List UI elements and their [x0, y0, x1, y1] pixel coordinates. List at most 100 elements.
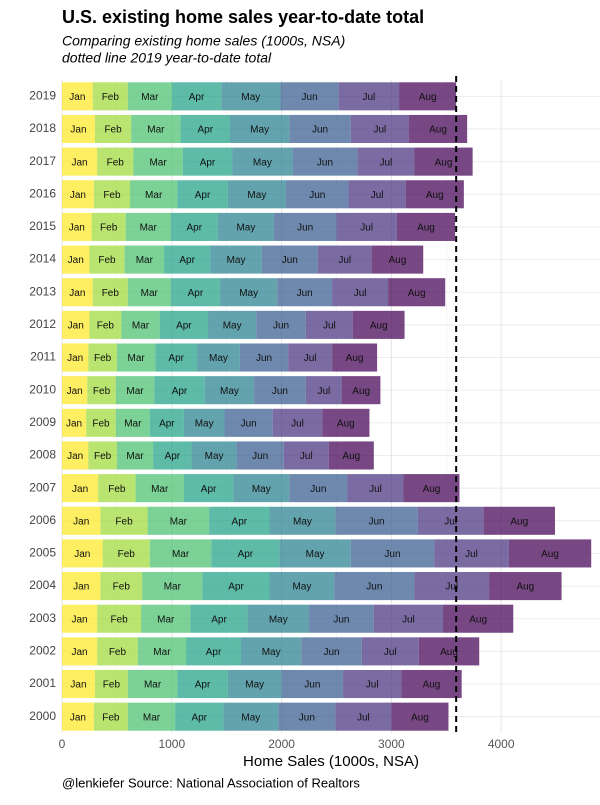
bar-segment: [127, 278, 171, 307]
bar-segment: [280, 82, 339, 111]
chart-title: U.S. existing home sales year-to-date to…: [62, 7, 424, 27]
segment-label: May: [227, 255, 246, 266]
segment-label: Mar: [143, 712, 161, 723]
bar-segment: [164, 245, 211, 274]
segment-label: Apr: [228, 582, 244, 593]
segment-label: Jul: [465, 549, 478, 560]
segment-label: May: [269, 614, 288, 625]
segment-label: Jul: [445, 582, 458, 593]
bar-segment: [204, 376, 255, 405]
bar-segment: [209, 506, 270, 535]
bar-segment: [483, 506, 555, 535]
segment-label: Aug: [370, 321, 388, 332]
segment-label: Feb: [104, 125, 122, 136]
bar-segment: [322, 408, 370, 437]
bar-segment: [62, 343, 89, 372]
segment-label: Jul: [444, 516, 457, 527]
segment-label: Aug: [423, 484, 441, 495]
bar-segment: [149, 408, 184, 437]
bar-segment: [177, 180, 228, 209]
segment-label: Mar: [126, 451, 144, 462]
segment-label: Aug: [411, 712, 429, 723]
segment-label: Jan: [72, 157, 88, 168]
x-tick-label: 2000: [268, 737, 295, 751]
bar-segment: [62, 669, 95, 699]
segment-label: Jan: [72, 647, 88, 658]
bar-segment: [62, 637, 98, 666]
bar-segment: [88, 343, 117, 372]
bar-segment: [247, 604, 310, 633]
bar-segment: [137, 637, 187, 666]
bar-segment: [417, 506, 484, 535]
segment-label: Mar: [136, 255, 154, 266]
segment-label: Jan: [68, 321, 84, 332]
segment-label: May: [220, 386, 239, 397]
bar-segment: [403, 474, 460, 503]
segment-label: Jul: [354, 288, 367, 299]
bar-segment: [273, 212, 337, 241]
segment-label: May: [306, 549, 325, 560]
segment-label: Apr: [189, 92, 205, 103]
segment-label: Mar: [153, 647, 171, 658]
segment-label: Jun: [366, 582, 382, 593]
segment-label: Apr: [232, 516, 248, 527]
segment-label: Mar: [172, 549, 190, 560]
bar-segment: [62, 474, 99, 503]
bar-segment: [121, 310, 160, 339]
bar-segment: [414, 147, 473, 176]
segment-label: Aug: [389, 255, 407, 266]
bar-segment: [334, 572, 415, 601]
bar-segment: [240, 637, 302, 666]
segment-label: Feb: [102, 288, 120, 299]
bar-segment: [62, 408, 87, 437]
segment-label: May: [262, 647, 281, 658]
segment-label: Apr: [168, 353, 184, 364]
bar-segment: [62, 376, 88, 405]
segment-label: May: [195, 418, 214, 429]
bar-segment: [97, 637, 138, 666]
y-tick-label: 2001: [29, 676, 56, 690]
bar-segment: [127, 702, 176, 731]
segment-label: Jan: [69, 223, 85, 234]
bar-segment: [305, 310, 353, 339]
bar-segment: [289, 474, 348, 503]
bar-segment: [88, 441, 117, 470]
bar-segment: [289, 114, 351, 144]
y-tick-label: 2008: [29, 448, 56, 462]
segment-label: Jul: [304, 353, 317, 364]
bar-segment: [348, 180, 406, 209]
bar-segment: [254, 376, 306, 405]
x-tick-label: 1000: [158, 737, 185, 751]
bar-segment: [335, 702, 392, 731]
bar-segment: [127, 82, 172, 111]
bar-segment: [285, 180, 349, 209]
segment-label: Jul: [362, 92, 375, 103]
segment-label: Jun: [273, 321, 289, 332]
bar-segment: [62, 702, 94, 731]
segment-label: Jul: [323, 321, 336, 332]
segment-label: Jun: [384, 549, 400, 560]
segment-label: Feb: [115, 516, 133, 527]
segment-label: Jun: [282, 255, 298, 266]
segment-label: Jan: [67, 386, 83, 397]
segment-label: Jun: [309, 190, 325, 201]
segment-label: Jan: [70, 190, 86, 201]
bar-segment: [190, 604, 248, 633]
bar-segment: [94, 669, 128, 699]
segment-label: Jan: [66, 418, 82, 429]
bar-segment: [229, 114, 290, 144]
bar-segment: [141, 604, 191, 633]
bar-segment: [93, 180, 131, 209]
segment-label: Apr: [198, 125, 214, 136]
segment-label: Jan: [73, 582, 89, 593]
segment-label: Aug: [516, 582, 534, 593]
bar-segment: [97, 604, 142, 633]
segment-label: Aug: [541, 549, 559, 560]
bar-segment: [100, 506, 148, 535]
bar-segment: [92, 82, 128, 111]
bar-segment: [133, 147, 183, 176]
segment-label: Apr: [179, 255, 195, 266]
y-tick-label: 2007: [29, 480, 56, 494]
bar-segment: [186, 637, 241, 666]
segment-label: Aug: [408, 288, 426, 299]
